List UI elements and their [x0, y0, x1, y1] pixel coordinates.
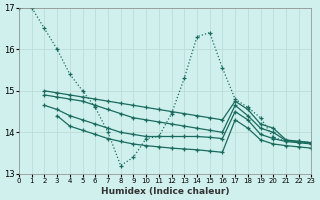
X-axis label: Humidex (Indice chaleur): Humidex (Indice chaleur) [101, 187, 229, 196]
